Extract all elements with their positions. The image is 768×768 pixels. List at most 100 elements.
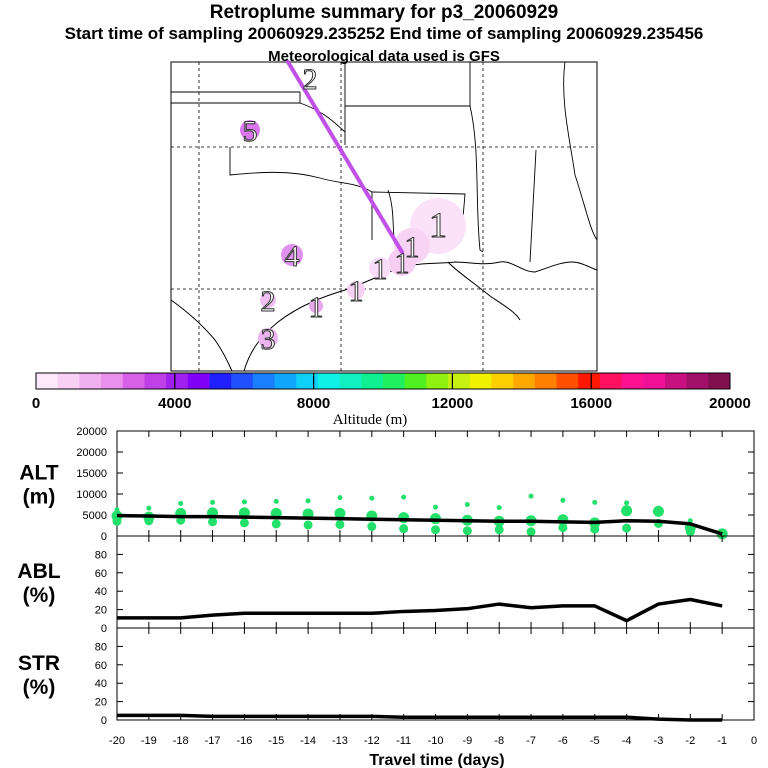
alt-point bbox=[271, 519, 281, 529]
alt-point bbox=[622, 523, 632, 533]
x-tick-label: -6 bbox=[558, 735, 568, 747]
colorbar-swatch bbox=[448, 373, 471, 389]
plume-blob bbox=[260, 292, 276, 308]
chart-title: Retroplume summary for p3_20060929 bbox=[209, 2, 559, 23]
y-tick-label: 80 bbox=[95, 549, 107, 561]
colorbar-tick-label: 12000 bbox=[432, 395, 474, 412]
alt-point bbox=[210, 499, 216, 505]
colorbar-swatch bbox=[383, 373, 406, 389]
colorbar-swatch bbox=[79, 373, 102, 389]
colorbar-swatch bbox=[513, 373, 536, 389]
colorbar-swatch bbox=[469, 373, 492, 389]
x-tick-label: -9 bbox=[462, 735, 472, 747]
marker-number: 3 bbox=[261, 323, 276, 356]
panel-frame bbox=[116, 627, 755, 721]
x-tick-label: -11 bbox=[396, 735, 411, 747]
plume-track bbox=[286, 60, 404, 254]
y-axis-label: (%) bbox=[23, 676, 56, 699]
alt-point bbox=[560, 497, 566, 503]
colorbar-swatch bbox=[361, 373, 384, 389]
colorbar-label: Altitude (m) bbox=[333, 412, 408, 428]
alt-point bbox=[146, 505, 152, 511]
y-tick-label: 20000 bbox=[76, 447, 107, 459]
x-tick-label: -14 bbox=[300, 735, 316, 747]
panel-abl: 0 20 40 60 80 ABL(%) bbox=[17, 535, 755, 635]
y-tick-label: 60 bbox=[95, 660, 107, 672]
colorbar-swatch bbox=[231, 373, 254, 389]
y-tick-label: 15000 bbox=[76, 468, 107, 480]
y-tick-label: 10000 bbox=[76, 489, 107, 501]
alt-point bbox=[494, 525, 504, 535]
alt-point bbox=[112, 516, 122, 526]
alt-point bbox=[464, 502, 470, 507]
panel-altitude: 0 5000 10000 15000 20000 20000 ALT(m) bbox=[19, 426, 755, 543]
colorbar-swatch bbox=[101, 373, 124, 389]
x-tick-label: -19 bbox=[141, 735, 157, 747]
x-tick-label: -10 bbox=[428, 735, 444, 747]
alt-point bbox=[273, 498, 279, 504]
alt-point bbox=[624, 500, 630, 506]
colorbar-swatch bbox=[317, 373, 341, 389]
y-tick-label: 0 bbox=[101, 715, 107, 727]
alt-point bbox=[335, 519, 345, 529]
y-tick-label: 0 bbox=[101, 531, 107, 543]
series-line bbox=[116, 513, 723, 536]
y-tick-label: 0 bbox=[101, 623, 107, 635]
alt-point bbox=[401, 494, 407, 500]
colorbar-swatch bbox=[122, 373, 145, 389]
x-tick-label: -3 bbox=[654, 735, 664, 747]
colorbar-swatch bbox=[57, 373, 80, 389]
colorbar: 0 4000 8000 12000 16000 20000 bbox=[32, 372, 751, 412]
alt-point bbox=[144, 516, 154, 526]
colorbar-swatch bbox=[252, 373, 276, 389]
y-tick-label: 20000 bbox=[76, 426, 107, 438]
colorbar-swatch bbox=[556, 373, 579, 389]
x-tick-label: -20 bbox=[109, 735, 125, 747]
colorbar-swatch bbox=[296, 373, 319, 389]
colorbar-swatch bbox=[339, 373, 362, 389]
marker-number: 1 bbox=[395, 247, 410, 280]
x-tick-label: -5 bbox=[590, 735, 600, 747]
marker-number: 1 bbox=[405, 231, 420, 264]
colorbar-swatch bbox=[491, 373, 514, 389]
alt-point bbox=[433, 504, 438, 510]
marker-number: 1 bbox=[309, 291, 324, 324]
alt-point bbox=[305, 498, 311, 504]
colorbar-swatch bbox=[404, 373, 427, 389]
y-axis-label: (m) bbox=[23, 486, 56, 509]
x-tick-label: -8 bbox=[494, 735, 504, 747]
y-tick-label: 40 bbox=[95, 678, 107, 690]
plume-blob bbox=[388, 248, 416, 276]
alt-point bbox=[369, 495, 375, 501]
marker-number: 2 bbox=[261, 285, 276, 318]
alt-point bbox=[462, 526, 472, 536]
x-tick-label: -13 bbox=[332, 735, 348, 747]
series-line bbox=[117, 597, 723, 623]
y-tick-label: 40 bbox=[95, 586, 107, 598]
x-tick-label: -16 bbox=[236, 735, 252, 747]
map-frame bbox=[170, 61, 598, 372]
marker-number: 4 bbox=[285, 240, 300, 273]
map-graticule bbox=[171, 62, 597, 371]
marker-number: 2 bbox=[303, 63, 318, 96]
colorbar-swatch bbox=[708, 373, 731, 389]
colorbar-swatch bbox=[621, 373, 644, 389]
plume-markers bbox=[240, 120, 466, 348]
alt-point bbox=[303, 520, 313, 530]
alt-point bbox=[178, 500, 184, 506]
alt-point bbox=[239, 518, 249, 528]
y-tick-label: 20 bbox=[95, 697, 107, 709]
x-tick-label: -4 bbox=[622, 735, 632, 747]
x-tick-label: -15 bbox=[268, 735, 284, 747]
colorbar-swatch bbox=[209, 373, 232, 389]
series-line bbox=[117, 713, 723, 722]
alt-point bbox=[590, 524, 600, 534]
colorbar-swatch bbox=[36, 373, 59, 389]
marker-number: 1 bbox=[429, 205, 447, 245]
alt-point bbox=[558, 523, 568, 533]
colorbar-swatch bbox=[578, 373, 601, 389]
plume-blob bbox=[369, 257, 391, 279]
x-tick-label: -7 bbox=[526, 735, 536, 747]
